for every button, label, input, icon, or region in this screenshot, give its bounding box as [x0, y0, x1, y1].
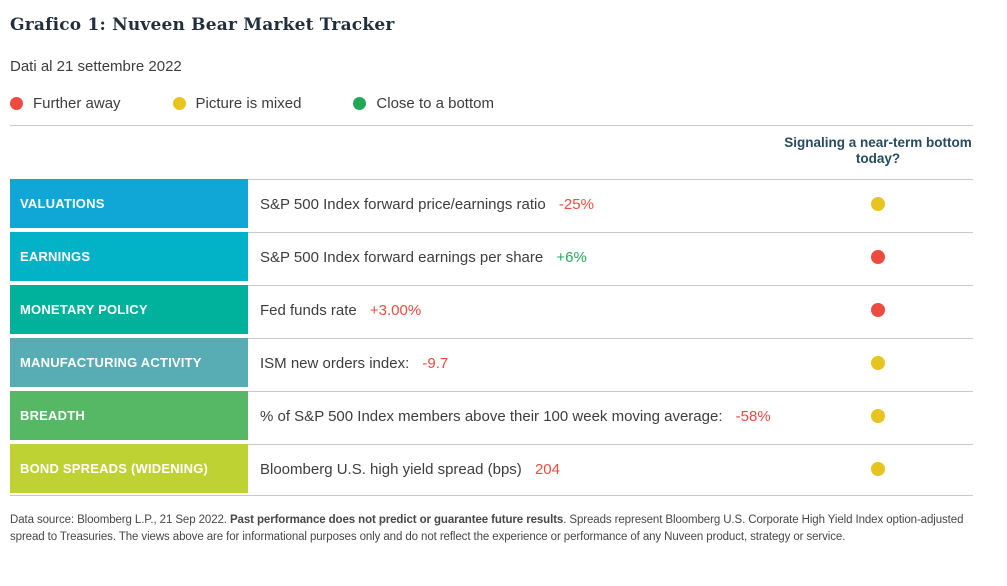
- signal-cell: [783, 409, 973, 423]
- status-dot-icon: [871, 303, 885, 317]
- table-row-monetary-policy: MONETARY POLICY Fed funds rate +3.00%: [10, 285, 973, 334]
- row-content: Fed funds rate +3.00%: [248, 285, 973, 334]
- metric-cell: Fed funds rate +3.00%: [248, 302, 783, 319]
- status-dot-icon: [871, 462, 885, 476]
- metric-value: 204: [534, 460, 560, 478]
- row-content: % of S&P 500 Index members above their 1…: [248, 391, 973, 440]
- table-row-earnings: EARNINGS S&P 500 Index forward earnings …: [10, 232, 973, 281]
- status-dot-icon: [871, 409, 885, 423]
- bottom-divider: [10, 495, 973, 496]
- legend-item-close-to-bottom: Close to a bottom: [353, 95, 494, 112]
- signal-cell: [783, 250, 973, 264]
- metric-value: -25%: [558, 195, 594, 213]
- table-row-manufacturing-activity: MANUFACTURING ACTIVITY ISM new orders in…: [10, 338, 973, 387]
- metric-text: ISM new orders index:: [260, 354, 410, 372]
- metric-cell: Bloomberg U.S. high yield spread (bps) 2…: [248, 461, 783, 478]
- metric-text: Bloomberg U.S. high yield spread (bps): [260, 460, 522, 478]
- signal-column-header: Signaling a near-term bottom today?: [784, 135, 972, 167]
- category-cell: VALUATIONS: [10, 179, 248, 228]
- row-content: ISM new orders index: -9.7: [248, 338, 973, 387]
- yellow-dot-icon: [172, 97, 186, 110]
- category-cell: BREADTH: [10, 391, 248, 440]
- disclaimer-suffix: . Spreads represent Bloomberg U.S. Corpo…: [10, 514, 964, 544]
- source-disclaimer: Data source: Bloomberg L.P., 21 Sep 2022…: [10, 512, 997, 547]
- disclaimer-prefix: Data source: Bloomberg L.P., 21 Sep 2022…: [10, 514, 230, 526]
- row-content: S&P 500 Index forward price/earnings rat…: [248, 179, 973, 228]
- metric-value: +6%: [556, 248, 587, 266]
- metric-cell: S&P 500 Index forward price/earnings rat…: [248, 196, 783, 213]
- metric-value: -9.7: [422, 354, 449, 372]
- signal-cell: [783, 197, 973, 211]
- legend-label: Close to a bottom: [376, 95, 494, 112]
- category-cell: MONETARY POLICY: [10, 285, 248, 334]
- legend-item-further-away: Further away: [10, 95, 121, 112]
- green-dot-icon: [353, 97, 367, 110]
- metric-text: Fed funds rate: [260, 301, 357, 319]
- category-cell: BOND SPREADS (WIDENING): [10, 444, 248, 493]
- legend: Further away Picture is mixed Close to a…: [10, 95, 997, 112]
- metric-value: +3.00%: [369, 301, 422, 319]
- top-divider: [10, 125, 973, 126]
- table-row-breadth: BREADTH % of S&P 500 Index members above…: [10, 391, 973, 440]
- signal-cell: [783, 462, 973, 476]
- category-cell: MANUFACTURING ACTIVITY: [10, 338, 248, 387]
- metric-cell: ISM new orders index: -9.7: [248, 355, 783, 372]
- metric-cell: % of S&P 500 Index members above their 1…: [248, 408, 783, 425]
- row-content: S&P 500 Index forward earnings per share…: [248, 232, 973, 281]
- legend-label: Picture is mixed: [195, 95, 302, 112]
- status-dot-icon: [871, 356, 885, 370]
- page-title: Grafico 1: Nuveen Bear Market Tracker: [10, 15, 395, 35]
- status-dot-icon: [871, 197, 885, 211]
- table-header-row: Signaling a near-term bottom today?: [10, 126, 973, 179]
- row-content: Bloomberg U.S. high yield spread (bps) 2…: [248, 444, 973, 493]
- table-row-bond-spreads: BOND SPREADS (WIDENING) Bloomberg U.S. h…: [10, 444, 973, 493]
- legend-item-picture-mixed: Picture is mixed: [172, 95, 302, 112]
- metric-cell: S&P 500 Index forward earnings per share…: [248, 249, 783, 266]
- metric-text: % of S&P 500 Index members above their 1…: [260, 407, 723, 425]
- table-row-valuations: VALUATIONS S&P 500 Index forward price/e…: [10, 179, 973, 228]
- metric-text: S&P 500 Index forward price/earnings rat…: [260, 195, 546, 213]
- legend-label: Further away: [33, 95, 121, 112]
- tracker-table: VALUATIONS S&P 500 Index forward price/e…: [10, 179, 973, 493]
- signal-cell: [783, 303, 973, 317]
- status-dot-icon: [871, 250, 885, 264]
- as-of-date: Dati al 21 settembre 2022: [10, 58, 182, 75]
- category-cell: EARNINGS: [10, 232, 248, 281]
- signal-cell: [783, 356, 973, 370]
- red-dot-icon: [10, 97, 23, 110]
- disclaimer-bold: Past performance does not predict or gua…: [229, 514, 564, 526]
- metric-text: S&P 500 Index forward earnings per share: [260, 248, 544, 266]
- metric-value: -58%: [735, 407, 771, 425]
